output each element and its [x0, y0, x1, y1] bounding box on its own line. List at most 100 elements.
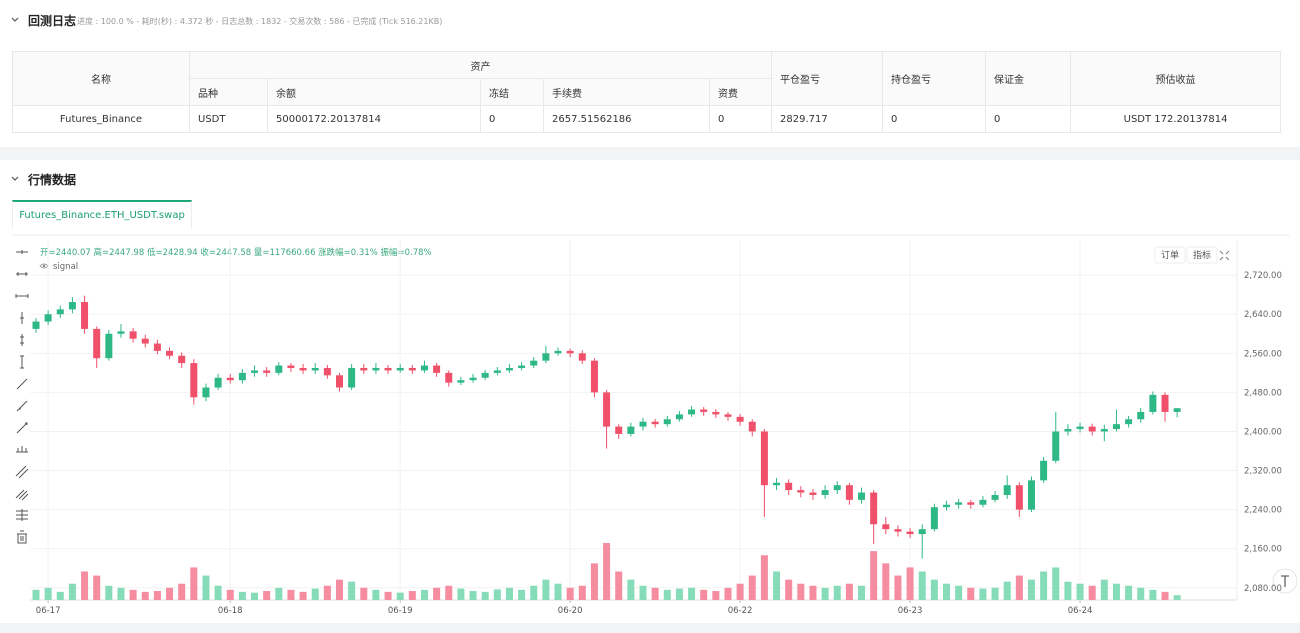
- header-cell: 余额: [267, 78, 481, 106]
- candle-body: [1052, 431, 1060, 461]
- candle-body: [56, 309, 64, 315]
- candle-body: [105, 333, 113, 359]
- volume-bar: [639, 585, 647, 600]
- volume-bar: [894, 575, 902, 600]
- tool-icon[interactable]: [20, 334, 24, 346]
- volume-bar: [845, 583, 853, 600]
- volume-bar: [760, 555, 768, 600]
- tool-icon[interactable]: [15, 489, 29, 501]
- volume-bar: [32, 589, 40, 600]
- candle-body: [785, 482, 793, 491]
- candle-body: [202, 387, 210, 398]
- volume-bar: [918, 571, 926, 600]
- cell: 50000172.20137814: [267, 105, 481, 133]
- volume-bar: [566, 587, 574, 600]
- tool-icon[interactable]: [16, 400, 28, 412]
- log-panel: 回测日志 进度 : 100.0 % - 耗时(秒) : 4.372 秒 - 日志…: [0, 0, 1300, 147]
- tool-icon[interactable]: [15, 294, 29, 298]
- tool-icon[interactable]: [16, 422, 28, 434]
- x-tick-label: 06-23: [898, 606, 923, 616]
- volume-bar: [93, 575, 101, 600]
- candle-body: [991, 494, 999, 500]
- candle-body: [299, 367, 307, 371]
- x-tick-label: 06-20: [558, 606, 583, 616]
- volume-bar: [166, 587, 174, 600]
- candle-body: [129, 331, 137, 339]
- volume-bar: [688, 587, 696, 600]
- tool-icon[interactable]: [16, 272, 28, 276]
- cell: 0: [480, 105, 544, 133]
- volume-bar: [821, 587, 829, 600]
- volume-bar: [1003, 581, 1011, 600]
- volume-bar: [651, 587, 659, 600]
- candle-body: [348, 367, 356, 388]
- cell: Futures_Binance: [12, 105, 190, 133]
- tool-icon[interactable]: [16, 509, 28, 521]
- header-cell: 手续费: [543, 78, 710, 106]
- volume-bar: [408, 591, 416, 600]
- candle-body: [554, 350, 562, 354]
- candle-body: [615, 426, 623, 434]
- tool-icon[interactable]: [16, 378, 28, 390]
- candle-body: [566, 350, 574, 354]
- header-cell: 冻结: [480, 78, 544, 106]
- candle-body: [238, 372, 246, 381]
- candle-body: [1076, 426, 1084, 430]
- tool-icon[interactable]: [15, 465, 29, 479]
- candle-body: [870, 492, 878, 525]
- volume-bar: [348, 581, 356, 600]
- candle-body: [821, 490, 829, 495]
- candle-body: [688, 409, 696, 415]
- tool-icon[interactable]: [16, 250, 28, 254]
- button[interactable]: 指标: [1193, 249, 1211, 261]
- button[interactable]: 订单: [1161, 249, 1179, 261]
- volume-bar: [420, 589, 428, 600]
- volume-bar: [336, 579, 343, 600]
- candle-body: [311, 367, 319, 371]
- volume-bar: [505, 587, 513, 600]
- candle-body: [979, 499, 987, 505]
- volume-bar: [603, 543, 611, 600]
- volume-bar: [190, 567, 198, 600]
- volume-bar: [81, 571, 89, 600]
- header-cell: 平仓盈亏: [771, 51, 884, 106]
- volume-bar: [773, 571, 781, 600]
- volume-bar: [1076, 583, 1084, 600]
- volume-bar: [323, 585, 331, 600]
- y-tick-label: 2,240.00: [1244, 506, 1282, 516]
- candle-body: [336, 375, 343, 388]
- volume-bar: [226, 589, 234, 600]
- y-tick-label: 2,720.00: [1244, 271, 1282, 281]
- tool-icon[interactable]: [20, 355, 24, 369]
- candle-body: [251, 370, 259, 373]
- candle-body: [1137, 411, 1145, 420]
- volume-bar: [967, 587, 975, 600]
- collapse-icon[interactable]: [10, 174, 20, 184]
- candle-body: [724, 414, 732, 417]
- candle-body: [700, 409, 708, 412]
- button-frame[interactable]: [1154, 246, 1186, 264]
- tool-icon[interactable]: [16, 446, 28, 453]
- y-tick-label: 2,160.00: [1244, 545, 1282, 555]
- candle-body: [760, 431, 768, 486]
- candle-body: [712, 411, 720, 415]
- candle-body: [1015, 485, 1023, 510]
- candle-body: [943, 504, 950, 508]
- volume-bar: [493, 589, 501, 600]
- candle-body: [469, 377, 477, 381]
- candle-body: [627, 426, 635, 434]
- button-frame[interactable]: [1186, 246, 1218, 264]
- volume-bar: [299, 591, 307, 600]
- volume-bar: [178, 583, 186, 600]
- tool-icon[interactable]: [20, 312, 24, 324]
- volume-bar: [991, 587, 999, 600]
- collapse-icon[interactable]: [10, 15, 20, 25]
- symbol-tab[interactable]: Futures_Binance.ETH_USDT.swap: [12, 200, 192, 229]
- candle-body: [68, 302, 76, 310]
- volume-bar: [214, 585, 222, 600]
- tool-icon[interactable]: [17, 530, 27, 544]
- fullscreen-icon[interactable]: [1219, 250, 1230, 261]
- volume-bar: [663, 589, 671, 600]
- volume-bar: [930, 579, 938, 600]
- volume-bar: [1173, 595, 1181, 600]
